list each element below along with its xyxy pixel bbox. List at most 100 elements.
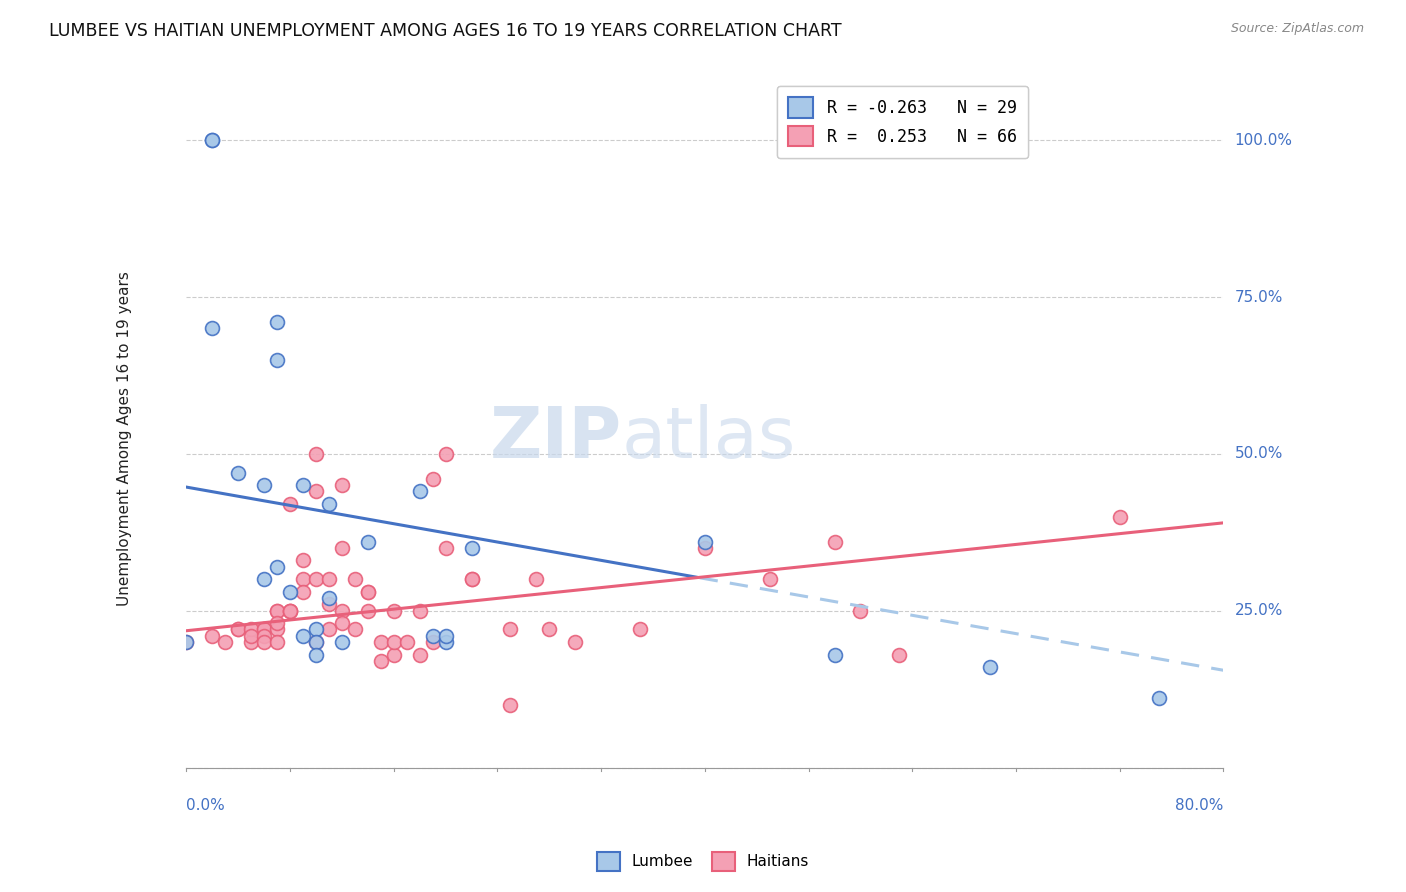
Text: Source: ZipAtlas.com: Source: ZipAtlas.com (1230, 22, 1364, 36)
Point (422, 629, 444, 643)
Point (305, 572, 328, 586)
Point (382, 635, 405, 649)
Point (434, 447, 457, 461)
Text: Unemployment Among Ages 16 to 19 years: Unemployment Among Ages 16 to 19 years (117, 270, 132, 606)
Text: 80.0%: 80.0% (1175, 798, 1223, 813)
Point (305, 648, 328, 662)
Point (979, 660, 1001, 674)
Point (330, 541, 353, 555)
Point (408, 604, 430, 618)
Point (201, 133, 224, 147)
Point (524, 572, 547, 586)
Point (278, 604, 301, 618)
Text: 100.0%: 100.0% (1234, 133, 1292, 148)
Point (330, 478, 353, 492)
Point (318, 598, 340, 612)
Text: 25.0%: 25.0% (1234, 603, 1282, 618)
Point (564, 635, 586, 649)
Point (460, 572, 482, 586)
Point (253, 623, 276, 637)
Point (176, 635, 198, 649)
Point (253, 572, 276, 586)
Point (382, 604, 405, 618)
Point (693, 534, 716, 549)
Point (201, 321, 224, 335)
Point (201, 629, 224, 643)
Point (291, 478, 314, 492)
Point (291, 629, 314, 643)
Point (305, 635, 328, 649)
Point (357, 534, 380, 549)
Point (330, 604, 353, 618)
Point (291, 585, 314, 599)
Point (499, 623, 522, 637)
Point (499, 698, 522, 712)
Point (253, 635, 276, 649)
Point (318, 572, 340, 586)
Point (291, 553, 314, 567)
Text: ZIP: ZIP (489, 404, 621, 473)
Point (343, 572, 366, 586)
Point (434, 541, 457, 555)
Point (291, 572, 314, 586)
Point (253, 478, 276, 492)
Point (278, 585, 301, 599)
Point (201, 133, 224, 147)
Point (1147, 691, 1170, 706)
Point (849, 604, 872, 618)
Point (278, 604, 301, 618)
Point (214, 635, 236, 649)
Point (240, 629, 263, 643)
Point (278, 497, 301, 511)
Point (266, 604, 288, 618)
Point (357, 585, 380, 599)
Point (422, 472, 444, 486)
Point (628, 623, 651, 637)
Point (758, 572, 780, 586)
Point (370, 635, 392, 649)
Point (824, 648, 846, 662)
Point (460, 541, 482, 555)
Point (266, 352, 288, 367)
Point (305, 635, 328, 649)
Point (305, 447, 328, 461)
Point (824, 534, 846, 549)
Legend: R = -0.263   N = 29, R =  0.253   N = 66: R = -0.263 N = 29, R = 0.253 N = 66 (776, 86, 1028, 158)
Point (253, 623, 276, 637)
Text: 0.0%: 0.0% (187, 798, 225, 813)
Point (253, 629, 276, 643)
Text: 75.0%: 75.0% (1234, 290, 1282, 304)
Point (434, 629, 457, 643)
Point (266, 623, 288, 637)
Point (889, 648, 911, 662)
Point (318, 497, 340, 511)
Text: LUMBEE VS HAITIAN UNEMPLOYMENT AMONG AGES 16 TO 19 YEARS CORRELATION CHART: LUMBEE VS HAITIAN UNEMPLOYMENT AMONG AGE… (49, 22, 842, 40)
Text: 50.0%: 50.0% (1234, 446, 1282, 461)
Point (330, 635, 353, 649)
Point (266, 315, 288, 329)
Point (693, 541, 716, 555)
Point (357, 585, 380, 599)
Point (343, 623, 366, 637)
Point (226, 466, 249, 480)
Point (266, 604, 288, 618)
Point (460, 572, 482, 586)
Point (434, 635, 457, 649)
Point (318, 591, 340, 606)
Point (266, 635, 288, 649)
Point (305, 623, 328, 637)
Point (408, 484, 430, 499)
Point (226, 623, 249, 637)
Point (266, 559, 288, 574)
Point (240, 623, 263, 637)
Point (395, 635, 418, 649)
Point (370, 654, 392, 668)
Point (382, 648, 405, 662)
Point (240, 635, 263, 649)
Point (408, 648, 430, 662)
Point (538, 623, 561, 637)
Point (226, 623, 249, 637)
Point (278, 604, 301, 618)
Point (176, 635, 198, 649)
Point (305, 484, 328, 499)
